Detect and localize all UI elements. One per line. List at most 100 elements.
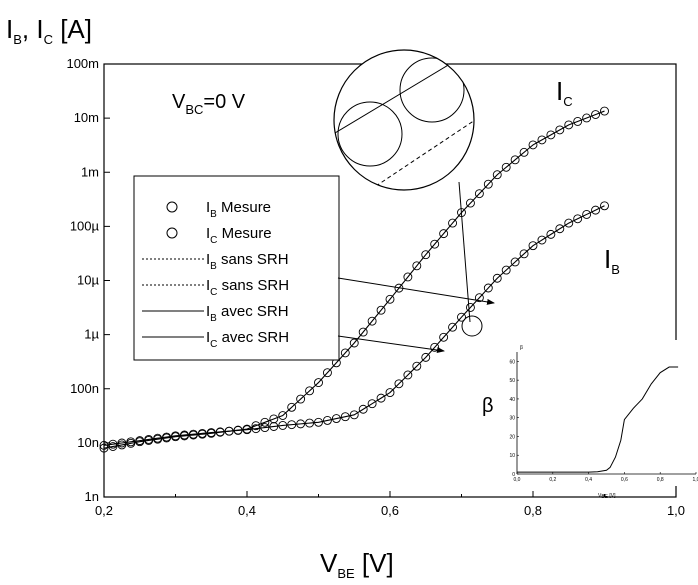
inset-beta-chart: 0,0 0,2 0,4 0,6 0,8 1,0 0 10 20 30 40 50 60 β β VBE …	[482, 340, 698, 500]
data-point-ic	[260, 417, 270, 427]
data-point-ib	[331, 414, 341, 423]
data-point-ib	[394, 379, 404, 389]
data-point-ib	[457, 312, 466, 322]
inset-beta-line	[517, 366, 679, 473]
inset-x-tick-label: 0,2	[549, 477, 556, 483]
inset-x-tick-label: 1,0	[693, 477, 698, 483]
data-point-ic	[251, 421, 261, 431]
inset-y-tick-label: 0	[512, 472, 515, 478]
zoom-magnifier	[333, 49, 483, 337]
data-point-ic	[582, 113, 592, 123]
zoom-small-circle	[461, 315, 483, 337]
data-point-ic	[510, 155, 520, 165]
data-point-ib	[421, 352, 431, 362]
inset-beta-small-label: β	[520, 345, 523, 351]
data-point-ib	[322, 415, 332, 425]
zoom-marker-2	[399, 57, 465, 123]
legend-entry: IC Mesure	[166, 225, 272, 246]
data-point-ib	[153, 433, 163, 443]
data-point-ic	[465, 198, 475, 208]
x-tick-label: 1,0	[667, 503, 685, 518]
inset-x-tick-label: 0,6	[621, 477, 628, 483]
data-point-ic	[519, 147, 529, 157]
legend-entry: IC sans SRH	[142, 277, 289, 298]
data-point-ib	[99, 440, 109, 450]
data-point-ib	[376, 393, 386, 403]
inset-x-tick-label: 0,8	[657, 477, 664, 483]
y-tick-label: 1m	[81, 164, 99, 179]
data-point-ib	[126, 437, 136, 447]
data-point-ic	[99, 443, 109, 453]
data-point-ib	[448, 322, 458, 332]
data-point-ib	[564, 218, 574, 228]
data-point-ic	[305, 386, 315, 396]
y-tick-label: 100n	[70, 381, 99, 396]
data-point-ib	[314, 417, 323, 427]
y-tick-label: 100µ	[70, 218, 100, 233]
data-point-ic	[296, 394, 306, 404]
data-point-ib	[296, 419, 306, 429]
data-point-ic	[358, 327, 368, 337]
y-tick-label: 10m	[74, 110, 99, 125]
legend-label: IC Mesure	[206, 225, 272, 246]
data-point-ib	[492, 273, 502, 283]
data-point-ib	[144, 434, 154, 444]
inset-y-tick-label: 10	[509, 453, 515, 459]
legend-entry: IB avec SRH	[142, 303, 289, 324]
data-point-ib	[573, 214, 583, 224]
data-point-ib	[501, 265, 511, 275]
data-point-ib	[224, 426, 234, 436]
data-point-ic	[412, 261, 422, 271]
x-tick-label: 0,4	[238, 503, 256, 518]
data-point-ib	[403, 370, 413, 380]
data-point-ib	[555, 224, 565, 234]
data-point-ic	[546, 130, 556, 140]
main-series-group	[99, 106, 609, 453]
legend-box	[133, 175, 340, 361]
data-point-ic	[367, 316, 377, 326]
data-point-ic	[591, 110, 601, 119]
legend: IB Mesure IC Mesure IB sans SRH IC sans SRH…	[133, 175, 340, 361]
data-point-ib	[287, 420, 297, 430]
data-point-ic	[448, 218, 458, 228]
inset-y-tick-label: 30	[509, 416, 515, 422]
data-point-ib	[206, 428, 216, 438]
zoom-dashed-line	[369, 109, 474, 190]
data-point-ib	[358, 404, 368, 414]
data-point-ib	[519, 249, 529, 259]
data-point-ib	[439, 332, 449, 342]
arrow-sans-srh	[337, 277, 495, 305]
data-point-ic	[376, 305, 386, 315]
legend-label: IC sans SRH	[206, 277, 289, 298]
data-point-ib	[510, 257, 520, 267]
data-point-ib	[197, 428, 207, 438]
y-tick-label: 1µ	[84, 327, 99, 342]
data-point-ic	[439, 229, 449, 239]
curve-label-ic: IC	[556, 76, 573, 109]
data-point-ic	[421, 250, 431, 260]
data-point-ib	[600, 201, 609, 211]
arrow-avec-srh	[337, 335, 445, 353]
data-point-ic	[287, 402, 297, 412]
data-point-ib	[465, 303, 475, 312]
data-point-ib	[412, 361, 422, 371]
data-point-ic	[314, 378, 323, 388]
inset-x-tick-label: 0,4	[585, 477, 592, 483]
data-point-ic	[108, 442, 118, 451]
data-point-ib	[528, 241, 538, 251]
data-point-ic	[555, 125, 565, 135]
data-point-ib	[117, 438, 127, 448]
inset-y-tick-label: 40	[509, 397, 515, 403]
zoom-marker-1	[337, 101, 403, 167]
data-point-ib	[591, 205, 601, 215]
data-point-ic	[501, 162, 511, 172]
data-point-ic	[278, 411, 288, 420]
legend-label: IB Mesure	[206, 199, 271, 220]
x-tick-label: 0,2	[95, 503, 113, 518]
data-point-ic	[573, 116, 583, 126]
inset-y-tick-label: 60	[509, 359, 515, 365]
data-point-ic	[528, 140, 538, 150]
curve-label-ib: IB	[604, 244, 620, 277]
inset-x-label: VBE [V]	[598, 493, 616, 500]
legend-entry: IB sans SRH	[142, 251, 289, 272]
